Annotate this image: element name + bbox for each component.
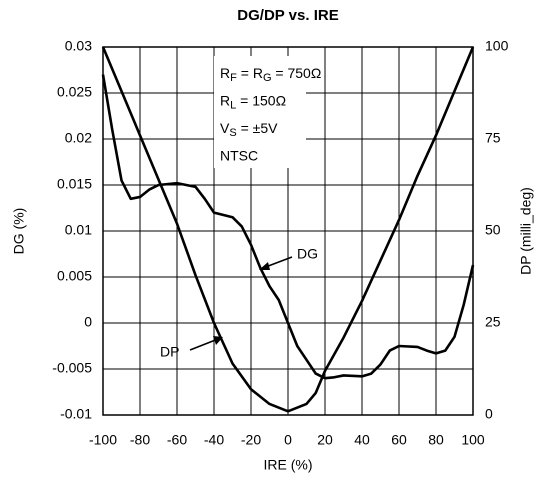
x-tick-label: -60 [167, 432, 187, 448]
x-tick-label: 100 [461, 432, 485, 448]
series-line [101, 74, 475, 380]
x-axis-label: IRE (%) [264, 457, 313, 473]
annotation-text: = R [237, 65, 263, 81]
y-tick-label: 0.015 [57, 176, 92, 192]
y-tick-label: 0.025 [57, 84, 92, 100]
x-tick-label: 80 [428, 432, 444, 448]
y2-tick-label: 25 [485, 314, 501, 330]
annotation: RF = RG = 750Ω [220, 65, 321, 84]
subscript: L [230, 99, 236, 111]
y-tick-label: 0.005 [57, 268, 92, 284]
subscript: G [263, 72, 272, 84]
annotation: RL = 150Ω [220, 92, 286, 111]
annotation-box [214, 56, 306, 168]
x-tick-label: -40 [204, 432, 224, 448]
x-tick-label: -80 [130, 432, 150, 448]
y-tick-label: 0.02 [65, 130, 92, 146]
arrowhead [259, 262, 270, 270]
series-line [101, 46, 475, 413]
annotation-text: = 750Ω [272, 65, 322, 81]
x-tick-label: 0 [284, 432, 292, 448]
annotation-text: V [220, 120, 230, 136]
subscript: S [229, 127, 236, 139]
series-label: DG [297, 246, 318, 262]
plot-frame [102, 46, 474, 416]
y2-tick-label: 75 [485, 130, 501, 146]
y2-tick-label: 0 [485, 406, 493, 422]
subscript: F [230, 72, 237, 84]
annotation: NTSC [220, 147, 258, 163]
x-tick-label: 60 [391, 432, 407, 448]
annotation: VS = ±5V [220, 120, 278, 139]
x-tick-label: 20 [317, 432, 333, 448]
annotation-text: NTSC [220, 147, 258, 163]
arrow [189, 338, 219, 351]
annotation-text: = ±5V [237, 120, 278, 136]
chart-title: DG/DP vs. IRE [237, 7, 338, 24]
annotation-text: R [220, 65, 230, 81]
y-tick-label: -0.005 [52, 360, 92, 376]
x-tick-label: -100 [89, 432, 117, 448]
annotation-text: R [220, 92, 230, 108]
y2-axis-label: DP (milli_deg) [518, 187, 534, 275]
y-axis-label: DG (%) [11, 208, 27, 255]
arrowhead [213, 336, 223, 345]
y2-tick-label: 50 [485, 222, 501, 238]
series-label: DP [160, 344, 179, 360]
y-tick-label: -0.01 [60, 406, 92, 422]
x-tick-label: -20 [241, 432, 261, 448]
y2-tick-label: 100 [485, 38, 509, 54]
y-tick-label: 0.01 [65, 222, 92, 238]
lines [101, 46, 475, 413]
y-tick-label: 0 [84, 314, 92, 330]
annotation-text: = 150Ω [236, 92, 286, 108]
y-tick-label: 0.03 [65, 38, 92, 54]
x-tick-label: 40 [354, 432, 370, 448]
